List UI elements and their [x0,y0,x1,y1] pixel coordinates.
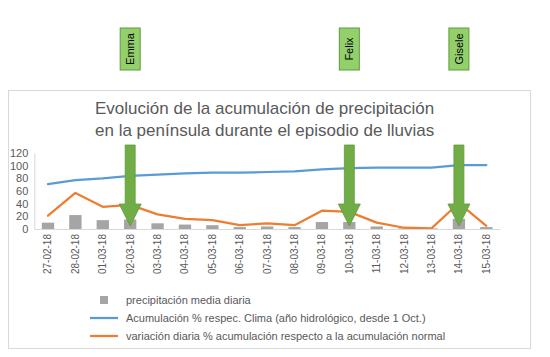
chart-frame [9,91,531,349]
y-tick-label: 0 [22,223,28,235]
y-tick-label: 60 [16,185,28,197]
x-tick-label: 09-03-18 [316,234,327,274]
x-tick: 06-03-18 [234,229,245,274]
annotation-box [339,28,359,70]
annotation-label: Emma [124,32,136,65]
x-tick-label: 03-03-18 [152,234,163,274]
x-tick: 07-03-18 [262,229,273,274]
x-tick-label: 04-03-18 [179,234,190,274]
legend-swatch [90,317,118,319]
bar [151,223,163,229]
bar [261,226,273,229]
x-tick: 10-03-18 [344,229,355,274]
bar [206,225,218,229]
title-line: en la península durante el episodio de l… [95,121,434,140]
x-tick-label: 08-03-18 [289,234,300,274]
x-axis-line [35,229,501,230]
plot-marks [42,165,493,229]
y-tick: 100 [10,160,34,172]
x-tick: 11-03-18 [371,229,382,273]
x-tick-label: 12-03-18 [399,234,410,274]
x-tick-label: 13-03-18 [426,234,437,274]
annotation-arrow [448,145,470,226]
y-tick: 120 [10,147,34,159]
title-line: Evolución de la acumulación de precipita… [95,99,434,118]
y-tick-label: 120 [10,147,28,159]
x-tick: 15-03-18 [481,229,492,274]
x-tick: 27-02-18 [42,229,53,274]
annotation-arrow [119,145,141,226]
chart-title: Evolución de la acumulación de precipita… [95,99,434,140]
x-tick-label: 01-03-18 [97,234,108,274]
x-tick-label: 15-03-18 [481,234,492,274]
x-tick-label: 11-03-18 [371,234,382,274]
legend-swatch [90,335,118,337]
bar [97,220,109,229]
line-series [48,165,486,184]
bar [69,215,81,229]
x-tick: 05-03-18 [207,229,218,274]
bar [288,227,300,229]
x-tick: 14-03-18 [453,229,464,274]
annotation-label: Felix [343,37,355,61]
x-tick-label: 27-02-18 [42,234,53,274]
annotation-box [120,28,140,70]
x-tick: 02-03-18 [125,229,136,274]
x-tick: 04-03-18 [179,229,190,274]
y-tick: 60 [16,185,34,197]
chart: Evolución de la acumulación de precipita… [0,0,550,357]
x-tick-label: 10-03-18 [344,234,355,274]
annotation-label: Gisele [453,33,465,64]
legend: precipitación media diaria Acumulación % … [90,294,445,342]
legend-swatch [100,296,108,304]
bar [179,225,191,229]
legend-label: precipitación media diaria [126,294,252,306]
y-tick-label: 20 [16,210,28,222]
x-tick-label: 28-02-18 [70,234,81,274]
line-series [48,193,486,228]
x-tick: 01-03-18 [97,229,108,274]
legend-label: variación diaria % acumulación respecto … [126,330,445,342]
bar [371,226,383,229]
x-tick: 13-03-18 [426,229,437,274]
annotations: Emma Felix Gisele [119,28,470,226]
y-axis-line [34,154,35,230]
y-tick-label: 100 [10,160,28,172]
x-tick-label: 06-03-18 [234,234,245,274]
y-tick-label: 80 [16,172,28,184]
x-tick-label: 14-03-18 [453,234,464,274]
y-tick-label: 40 [16,198,28,210]
y-axis: 020406080100120 [10,147,35,235]
x-tick: 28-02-18 [70,229,81,274]
annotation-box [449,28,469,70]
x-axis: 27-02-18 28-02-18 01-03-18 02-03-18 03-03-18… [35,229,501,274]
bar [234,227,246,229]
annotation-arrow [338,145,360,226]
bar [42,223,54,229]
y-tick: 40 [16,198,34,210]
x-tick-label: 02-03-18 [125,234,136,274]
x-tick: 03-03-18 [152,229,163,274]
y-tick: 20 [16,210,34,222]
x-tick: 12-03-18 [399,229,410,274]
legend-label: Acumulación % respec. Clima (año hidroló… [126,312,426,324]
y-tick: 80 [16,172,34,184]
bar [316,222,328,229]
bar-series [42,215,493,229]
bar [480,227,492,229]
y-tick: 0 [22,223,34,235]
x-tick-label: 07-03-18 [262,234,273,274]
x-tick: 09-03-18 [316,229,327,274]
x-tick-label: 05-03-18 [207,234,218,274]
x-tick: 08-03-18 [289,229,300,274]
